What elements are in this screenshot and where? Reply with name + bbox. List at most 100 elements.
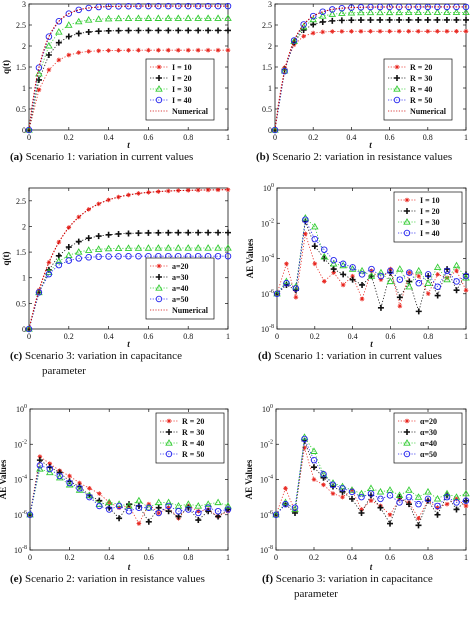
data-point	[215, 47, 221, 53]
legend-label: R = 40	[410, 85, 432, 94]
data-point	[415, 279, 423, 287]
legend-entry: Numerical	[150, 306, 209, 315]
data-point	[135, 2, 142, 10]
data-point	[309, 12, 317, 20]
data-point	[195, 517, 202, 524]
data-point	[463, 287, 469, 293]
data-point	[281, 67, 288, 75]
y-tick-label: 2.5	[262, 21, 272, 30]
data-point	[165, 508, 172, 515]
data-point	[386, 16, 393, 23]
data-point	[46, 465, 54, 473]
series-5	[274, 6, 466, 131]
data-point	[87, 486, 92, 491]
data-point	[115, 27, 122, 34]
data-point	[184, 14, 192, 21]
data-point	[166, 505, 171, 510]
data-point	[45, 52, 52, 59]
data-point	[154, 498, 163, 506]
data-point	[225, 47, 231, 53]
data-point	[215, 513, 222, 520]
x-tick-label: 0.2	[308, 133, 318, 142]
data-point	[195, 27, 202, 34]
data-point	[284, 261, 289, 267]
data-point	[215, 27, 222, 34]
series-2	[26, 27, 231, 133]
data-point	[77, 480, 82, 486]
y-tick-label: 10-6	[260, 510, 273, 520]
data-point	[329, 6, 336, 13]
data-point	[35, 289, 43, 296]
legend-label: α=40	[420, 439, 437, 448]
data-point	[452, 8, 461, 16]
x-tick-label: 0.6	[144, 553, 154, 562]
data-point	[194, 2, 202, 10]
data-point	[320, 470, 327, 478]
data-point	[443, 493, 451, 501]
legend-entry: α=40	[398, 439, 437, 448]
data-point	[36, 87, 42, 93]
data-point	[424, 487, 432, 495]
data-point	[225, 506, 231, 513]
data-point	[65, 33, 72, 40]
data-point	[405, 16, 412, 23]
data-point	[347, 8, 356, 16]
data-point	[453, 278, 460, 285]
data-point	[105, 498, 113, 506]
legend-label: I = 40	[420, 229, 440, 238]
data-point	[376, 3, 384, 11]
y-axis-label: AE Values	[0, 459, 8, 499]
data-point	[424, 8, 432, 16]
series-line	[275, 437, 467, 516]
data-point	[156, 189, 161, 194]
data-point	[424, 16, 431, 23]
data-point	[126, 192, 131, 198]
data-point	[86, 493, 93, 501]
data-point	[56, 472, 63, 480]
data-point	[37, 454, 43, 459]
legend-entry: Numerical	[388, 107, 447, 116]
data-point	[124, 14, 133, 22]
data-point	[55, 257, 63, 265]
data-point	[320, 29, 326, 35]
data-point	[406, 269, 413, 276]
data-point	[155, 509, 162, 517]
legend-entry: R = 50	[160, 450, 204, 459]
data-point	[414, 266, 423, 274]
data-point	[155, 504, 162, 511]
legend-label: α=30	[420, 428, 437, 437]
data-point	[165, 2, 172, 10]
y-tick-label: 1.5	[262, 63, 272, 72]
data-point	[377, 16, 384, 23]
data-point	[339, 261, 347, 269]
y-tick-label: 2	[22, 222, 26, 231]
data-point	[204, 500, 212, 507]
data-point	[26, 510, 34, 518]
data-point	[56, 57, 62, 63]
legend-entry: I = 10	[398, 196, 440, 205]
data-point	[339, 488, 346, 495]
data-point	[272, 511, 280, 519]
series-3	[271, 8, 470, 133]
x-tick-label: 1	[464, 133, 468, 142]
y-tick-label: 0.5	[16, 105, 26, 114]
data-point	[319, 18, 326, 25]
data-point	[105, 231, 112, 238]
panel-caption: (a) Scenario 1: variation in current val…	[10, 151, 193, 163]
data-point	[434, 511, 441, 518]
x-axis-label: t	[369, 140, 372, 150]
data-point	[357, 8, 365, 16]
legend-entry: α=50	[398, 450, 437, 459]
data-point	[329, 17, 336, 24]
legend-entry: I = 30	[150, 85, 192, 94]
data-point	[396, 294, 403, 301]
data-point	[214, 14, 222, 21]
data-point	[462, 273, 470, 281]
data-point	[348, 488, 356, 496]
panel-caption: (c) Scenario 3: variation in capacitance	[10, 350, 182, 362]
data-point	[387, 520, 393, 527]
data-point	[96, 48, 101, 54]
data-point	[55, 39, 62, 46]
data-point	[424, 3, 432, 11]
data-point	[115, 253, 122, 260]
